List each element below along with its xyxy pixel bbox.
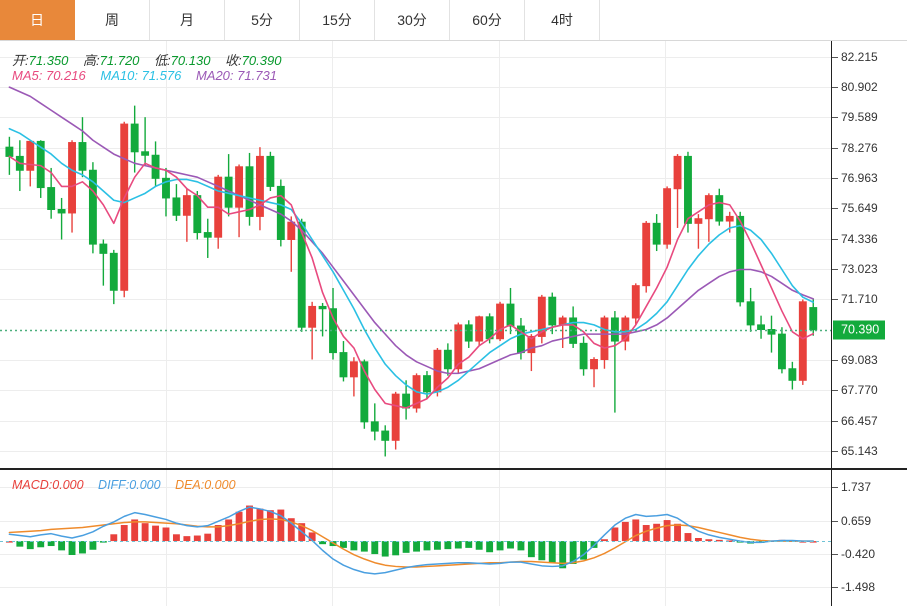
tab-2[interactable]: 周	[75, 0, 150, 40]
macd-tick-label: -1.498	[841, 580, 876, 595]
price-tick-label: 66.457	[841, 413, 878, 428]
price-axis: 82.215 80.902 79.589 78.276 76.963 75.649 74.3…	[831, 41, 907, 468]
timeframe-tabbar: 日周月 5分 15分 30分 60分 4时	[0, 0, 907, 41]
macd-tick-label: 1.737	[841, 480, 872, 495]
chart-container: 82.215 80.902 79.589 78.276 76.963 75.649 74.3…	[0, 41, 907, 606]
price-tickmark	[832, 390, 838, 391]
price-tickmark	[832, 269, 838, 270]
price-tickmark	[832, 451, 838, 452]
tab-7[interactable]: 60分	[450, 0, 525, 40]
price-tick-label: 82.215	[841, 49, 878, 64]
price-tick-label: 71.710	[841, 292, 878, 307]
price-tick-label: 80.902	[841, 80, 878, 95]
price-tickmark	[832, 178, 838, 179]
price-tick-label: 76.963	[841, 171, 878, 186]
tab-1[interactable]: 日	[0, 0, 75, 40]
tabbar-filler	[600, 0, 907, 40]
price-tickmark	[832, 148, 838, 149]
price-tick-label: 69.083	[841, 352, 878, 367]
macd-svg	[0, 470, 831, 606]
price-tickmark	[832, 57, 838, 58]
macd-tickmark	[832, 554, 838, 555]
price-tick-label: 67.770	[841, 383, 878, 398]
price-tickmark	[832, 117, 838, 118]
tab-6[interactable]: 30分	[375, 0, 450, 40]
macd-pane: 1.737 0.659 -0.420 -1.498 MACD:0.000 DIFF:0…	[0, 468, 907, 606]
price-pane: 82.215 80.902 79.589 78.276 76.963 75.649 74.3…	[0, 41, 907, 468]
price-tick-label: 73.023	[841, 261, 878, 276]
price-tickmark	[832, 421, 838, 422]
price-tickmark	[832, 87, 838, 88]
tab-8[interactable]: 4时	[525, 0, 600, 40]
price-tick-label: 65.143	[841, 443, 878, 458]
macd-axis: 1.737 0.659 -0.420 -1.498	[831, 470, 907, 606]
macd-tickmark	[832, 521, 838, 522]
current-price-badge: 70.390	[833, 320, 886, 340]
price-tickmark	[832, 239, 838, 240]
tab-5[interactable]: 15分	[300, 0, 375, 40]
tab-3[interactable]: 月	[150, 0, 225, 40]
price-tick-label: 79.589	[841, 110, 878, 125]
macd-tick-label: 0.659	[841, 513, 872, 528]
macd-tickmark	[832, 587, 838, 588]
price-tick-label: 74.336	[841, 231, 878, 246]
macd-plot	[0, 470, 831, 606]
price-tickmark	[832, 299, 838, 300]
tab-4[interactable]: 5分	[225, 0, 300, 40]
price-tick-label: 78.276	[841, 140, 878, 155]
macd-tickmark	[832, 487, 838, 488]
price-tickmark	[832, 208, 838, 209]
price-tickmark	[832, 360, 838, 361]
price-tick-label: 75.649	[841, 201, 878, 216]
price-plot	[0, 41, 831, 468]
price-svg	[0, 41, 831, 468]
macd-tick-label: -0.420	[841, 547, 876, 562]
